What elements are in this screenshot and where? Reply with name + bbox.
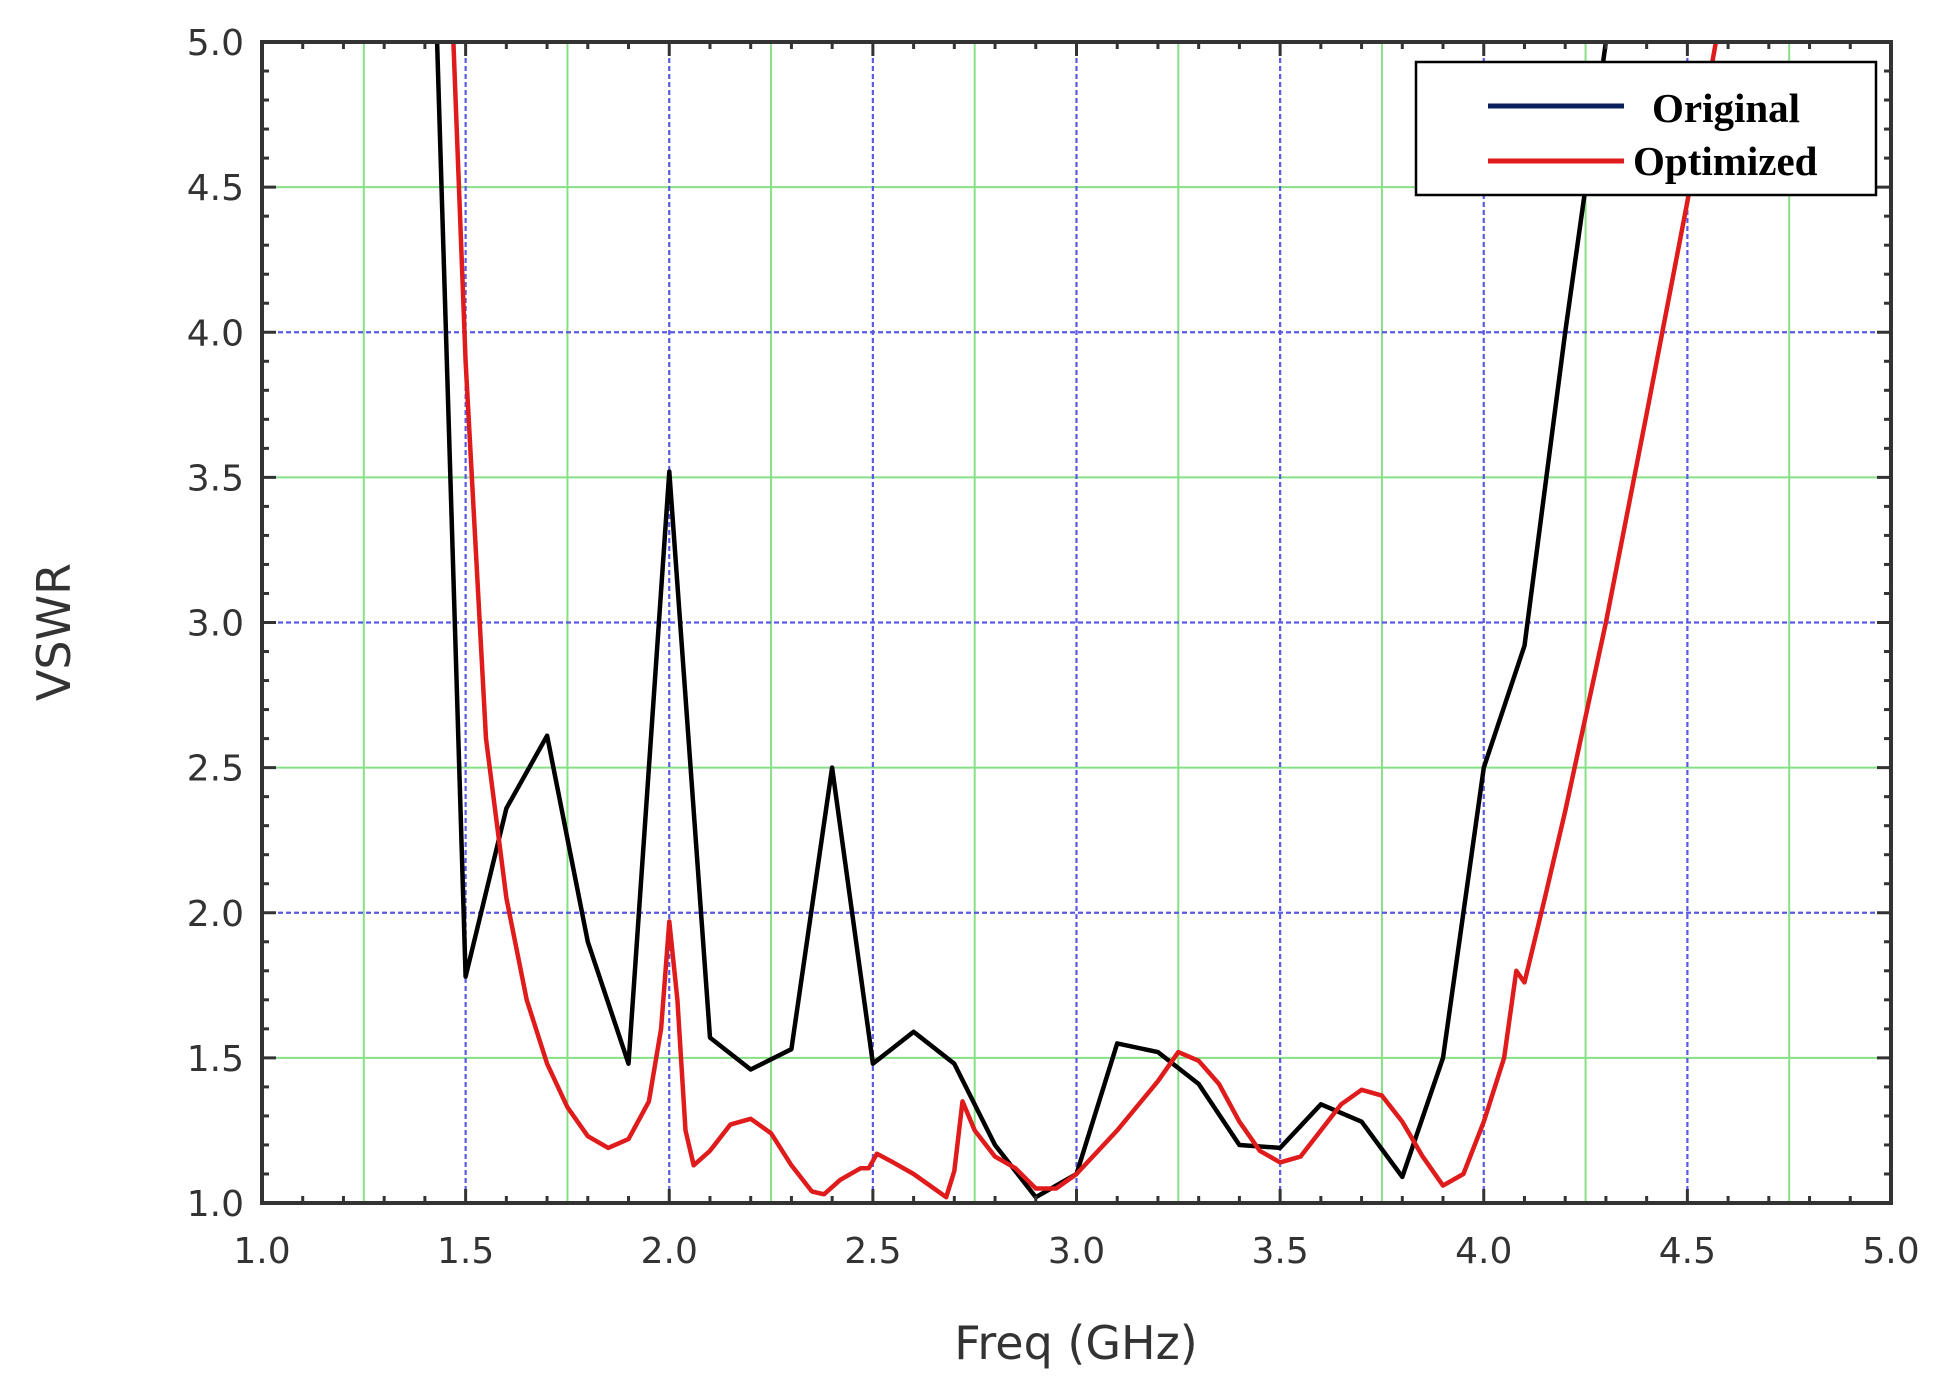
legend-label-original: Original — [1652, 85, 1800, 131]
x-tick-label: 2.0 — [641, 1231, 698, 1272]
y-tick-label: 2.5 — [187, 749, 244, 790]
legend-label-optimized: Optimized — [1633, 138, 1818, 184]
x-tick-labels: 1.0 1.5 2.0 2.5 3.0 3.5 4.0 4.5 5.0 — [233, 1231, 1919, 1272]
y-tick-label: 3.5 — [187, 458, 244, 499]
major-gridlines — [262, 42, 1891, 1203]
x-tick-label: 5.0 — [1862, 1231, 1919, 1272]
y-tick-label: 4.0 — [187, 313, 244, 354]
axis-ticks — [260, 40, 1893, 1205]
x-tick-label: 1.0 — [233, 1231, 290, 1272]
y-tick-label: 4.5 — [187, 168, 244, 209]
y-axis-title: VSWR — [27, 563, 81, 701]
y-tick-labels: 1.0 1.5 2.0 2.5 3.0 3.5 4.0 4.5 5.0 — [187, 23, 244, 1225]
x-tick-label: 3.0 — [1048, 1231, 1105, 1272]
x-tick-label: 2.5 — [844, 1231, 901, 1272]
y-tick-label: 1.0 — [187, 1184, 244, 1225]
legend: Original Optimized — [1414, 60, 1878, 197]
x-tick-label: 3.5 — [1251, 1231, 1308, 1272]
y-tick-label: 5.0 — [187, 23, 244, 64]
y-tick-label: 3.0 — [187, 604, 244, 645]
x-axis-title: Freq (GHz) — [954, 1316, 1197, 1370]
x-tick-label: 4.0 — [1455, 1231, 1512, 1272]
optimized-series-line — [451, 42, 1719, 1200]
x-tick-label: 4.5 — [1659, 1231, 1716, 1272]
series-layer — [434, 42, 1719, 1200]
x-tick-label: 1.5 — [437, 1231, 494, 1272]
y-tick-label: 1.5 — [187, 1039, 244, 1080]
legend-box — [1414, 60, 1878, 197]
y-tick-label: 2.0 — [187, 894, 244, 935]
